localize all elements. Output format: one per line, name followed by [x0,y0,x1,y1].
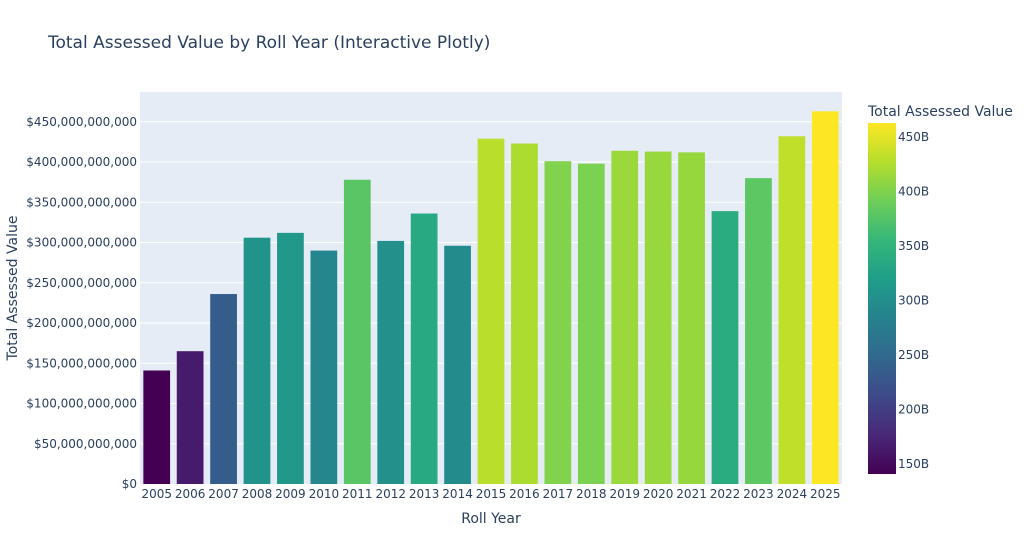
bar-2019[interactable] [611,150,639,484]
x-tick-label: 2014 [442,487,473,501]
bar-2018[interactable] [577,163,605,484]
colorbar-tick-label: 350B [898,239,929,253]
bar-2015[interactable] [477,138,505,484]
colorbar-tick-label: 450B [898,130,929,144]
x-tick-label: 2006 [175,487,206,501]
bar-2022[interactable] [711,211,739,484]
bar-2005[interactable] [143,370,171,484]
y-axis-title: Total Assessed Value [5,216,21,362]
x-tick-label: 2008 [242,487,273,501]
bar-2007[interactable] [210,294,237,484]
colorbar-tick-label: 200B [898,403,929,417]
x-tick-label: 2005 [141,487,172,501]
x-tick-label: 2020 [643,487,674,501]
y-tick-label: $0 [122,477,137,491]
y-tick-label: $400,000,000,000 [26,155,137,169]
bar-2020[interactable] [644,151,672,484]
bar-2021[interactable] [678,152,705,484]
x-tick-label: 2009 [275,487,306,501]
y-axis-ticks: $0 $50,000,000,000 $100,000,000,000 $150,00… [26,115,137,491]
y-tick-label: $450,000,000,000 [26,115,137,129]
x-tick-label: 2018 [576,487,607,501]
bar-2023[interactable] [745,178,772,484]
x-tick-label: 2012 [375,487,406,501]
y-tick-label: $250,000,000,000 [26,276,137,290]
bar-2013[interactable] [410,213,438,485]
bars [143,111,839,485]
bar-2016[interactable] [511,143,538,485]
colorbar-ticks: 150B 200B 250B 300B 350B 400B 450B [898,130,929,471]
y-tick-label: $50,000,000,000 [34,437,137,451]
colorbar-title: Total Assessed Value [867,104,1013,120]
bar-2006[interactable] [176,351,204,484]
bar-2012[interactable] [377,240,405,484]
bar-2010[interactable] [310,250,338,484]
y-tick-label: $100,000,000,000 [26,397,137,411]
bar-2024[interactable] [778,136,806,484]
chart-title: Total Assessed Value by Roll Year (Inter… [47,33,490,53]
x-tick-label: 2010 [309,487,340,501]
bar-2011[interactable] [343,179,371,484]
y-tick-label: $150,000,000,000 [26,356,137,370]
colorbar-tick-label: 300B [898,294,929,308]
x-tick-label: 2007 [208,487,239,501]
x-tick-label: 2023 [743,487,774,501]
colorbar-tick-label: 250B [898,348,929,362]
x-axis-ticks: 2005 2006 2007 2008 2009 2010 2011 2012 2013 2014… [141,487,840,501]
y-tick-label: $300,000,000,000 [26,236,137,250]
colorbar-tick-label: 400B [898,185,929,199]
x-tick-label: 2021 [676,487,707,501]
x-tick-label: 2015 [476,487,507,501]
x-axis-title: Roll Year [461,511,521,527]
x-tick-label: 2011 [342,487,373,501]
x-tick-label: 2022 [710,487,741,501]
x-tick-label: 2016 [509,487,540,501]
bar-2008[interactable] [243,237,271,484]
x-tick-label: 2024 [777,487,808,501]
y-tick-label: $200,000,000,000 [26,316,137,330]
x-tick-label: 2013 [409,487,440,501]
bar-2025[interactable] [811,111,839,485]
colorbar-tick-label: 150B [898,457,929,471]
bar-2009[interactable] [277,232,304,484]
x-tick-label: 2019 [609,487,640,501]
colorbar [868,123,896,474]
bar-2014[interactable] [444,245,471,484]
x-tick-label: 2025 [810,487,841,501]
bar-2017[interactable] [544,161,572,484]
x-tick-label: 2017 [543,487,574,501]
y-tick-label: $350,000,000,000 [26,195,137,209]
